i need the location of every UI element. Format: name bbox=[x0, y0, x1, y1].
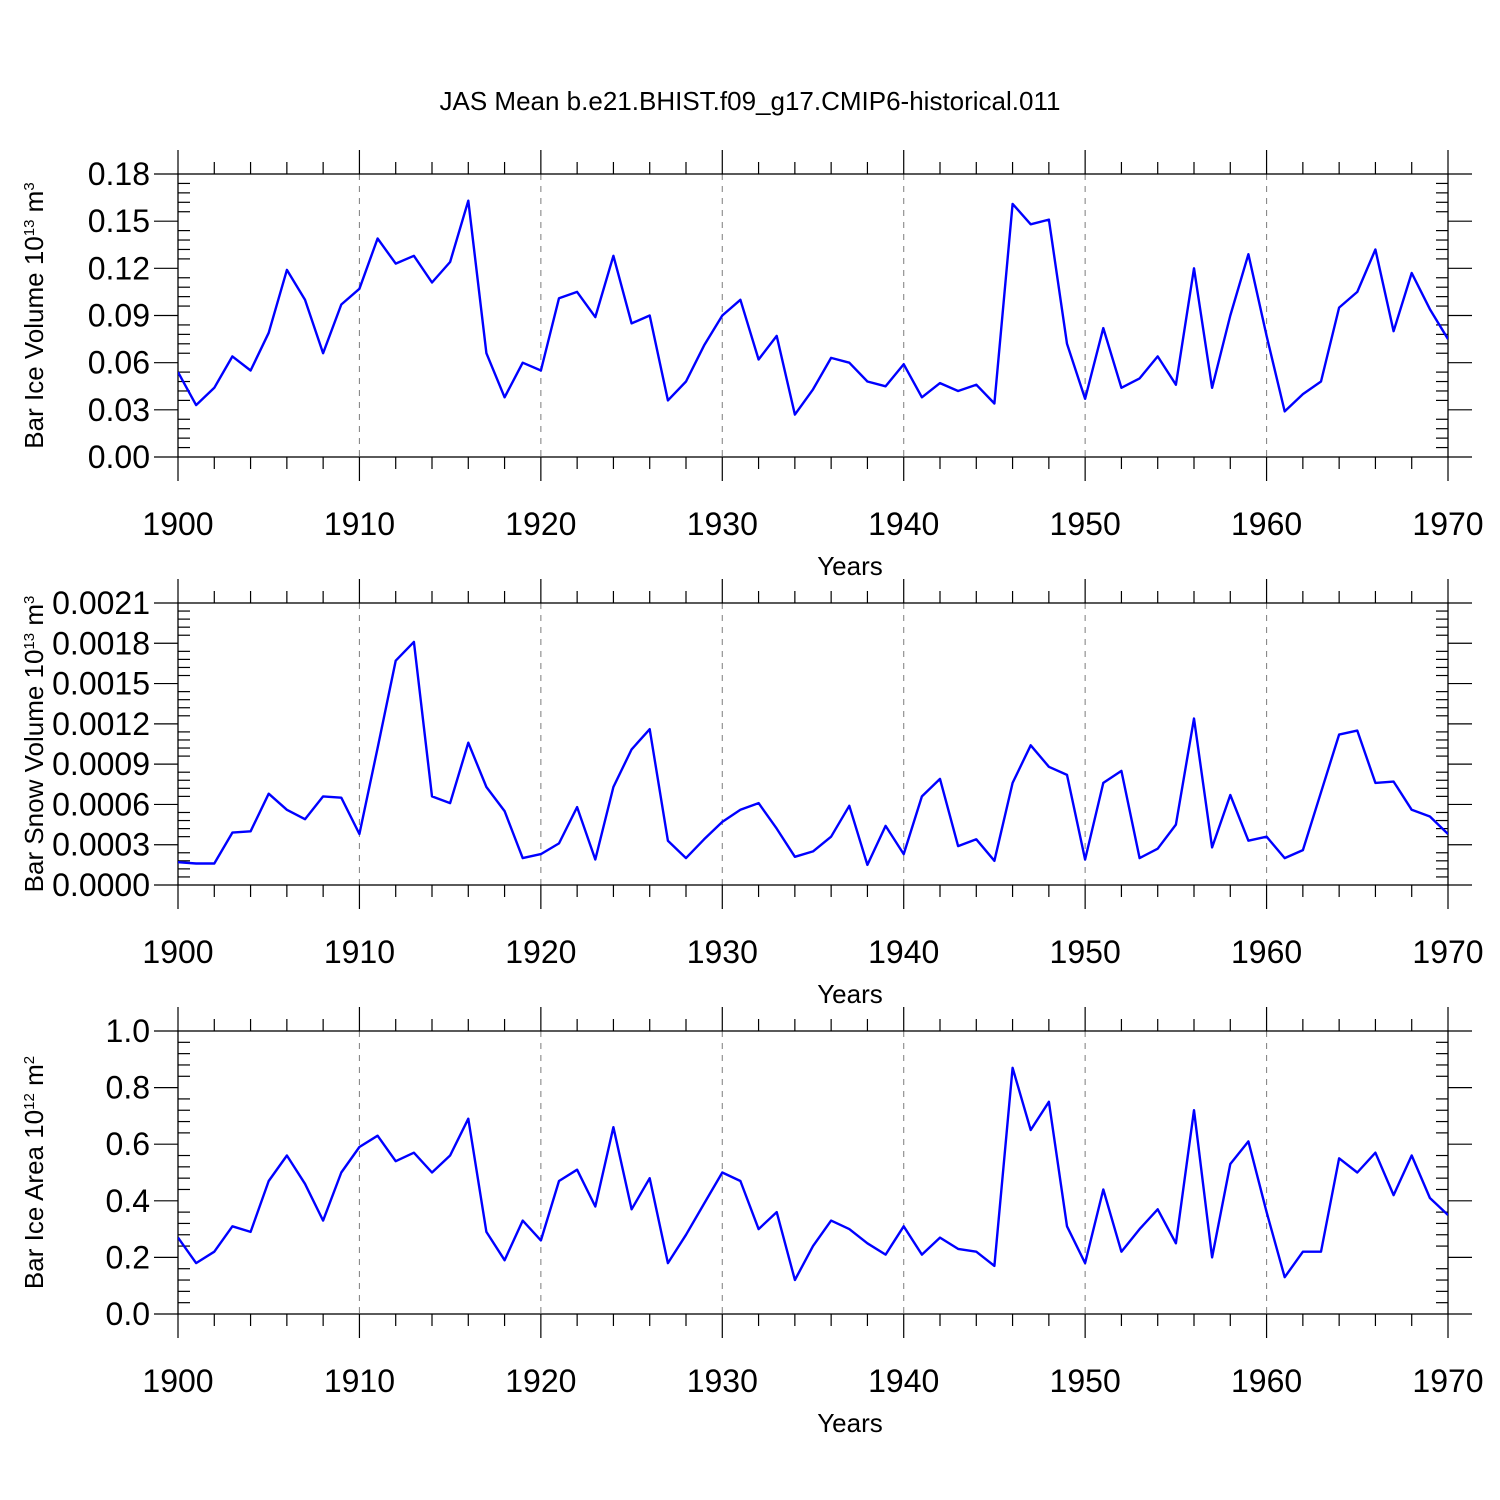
x-tick-label: 1940 bbox=[868, 506, 939, 542]
y-axis-label-superscript: 2 bbox=[21, 1056, 38, 1064]
y-axis-label: Bar Snow Volume 1013 m3 bbox=[19, 596, 49, 893]
y-tick-label: 0.4 bbox=[106, 1183, 150, 1219]
x-axis-label: Years bbox=[817, 551, 883, 581]
x-axis-label: Years bbox=[817, 979, 883, 1009]
y-tick-label: 0.0006 bbox=[52, 786, 150, 822]
x-tick-label: 1900 bbox=[142, 934, 213, 970]
x-tick-label: 1940 bbox=[868, 934, 939, 970]
y-tick-label: 0.0000 bbox=[52, 867, 150, 903]
y-axis-label-part: Bar Ice Volume 10 bbox=[19, 236, 49, 448]
y-axis-label-part: Bar Snow Volume 10 bbox=[19, 650, 49, 893]
y-axis-label-superscript: 12 bbox=[21, 1093, 38, 1110]
y-tick-label: 0.0009 bbox=[52, 746, 150, 782]
x-tick-label: 1920 bbox=[505, 934, 576, 970]
y-axis-label-part: m bbox=[19, 1064, 49, 1093]
y-tick-label: 0.2 bbox=[106, 1239, 150, 1275]
y-tick-label: 0.0 bbox=[106, 1296, 150, 1332]
plot-frame bbox=[177, 602, 1449, 886]
x-tick-label: 1900 bbox=[142, 1363, 213, 1399]
y-axis-label-superscript: 13 bbox=[21, 220, 38, 237]
x-tick-label: 1960 bbox=[1231, 506, 1302, 542]
y-axis-label-part: m bbox=[19, 191, 49, 220]
chart-panel-2: 0.0000 0.0003 0.0006 0.0009 0.0012 0.0015 0.00… bbox=[19, 579, 1484, 1009]
y-axis-label: Bar Ice Volume 1013 m3 bbox=[19, 182, 49, 448]
y-tick-label: 0.18 bbox=[88, 156, 150, 192]
y-axis-label-superscript: 13 bbox=[21, 633, 38, 650]
y-tick-label: 0.8 bbox=[106, 1070, 150, 1106]
x-axis-label: Years bbox=[817, 1408, 883, 1438]
x-tick-label: 1930 bbox=[687, 934, 758, 970]
y-axis-label-superscript: 3 bbox=[21, 182, 38, 190]
x-tick-label: 1960 bbox=[1231, 934, 1302, 970]
x-tick-label: 1910 bbox=[324, 1363, 395, 1399]
x-tick-label: 1950 bbox=[1050, 506, 1121, 542]
y-tick-label: 0.6 bbox=[106, 1126, 150, 1162]
y-tick-label: 1.0 bbox=[106, 1013, 150, 1049]
x-tick-label: 1920 bbox=[505, 1363, 576, 1399]
y-tick-label: 0.09 bbox=[88, 298, 150, 334]
plot-frame bbox=[177, 173, 1449, 458]
x-tick-label: 1930 bbox=[687, 1363, 758, 1399]
x-tick-label: 1920 bbox=[505, 506, 576, 542]
x-tick-label: 1970 bbox=[1412, 1363, 1483, 1399]
y-axis-label-superscript: 3 bbox=[21, 596, 38, 604]
plot-frame bbox=[177, 1030, 1449, 1315]
series-line-bar-snow-volume bbox=[178, 640, 1448, 867]
x-tick-label: 1910 bbox=[324, 506, 395, 542]
x-tick-label: 1940 bbox=[868, 1363, 939, 1399]
y-axis-label-part: Bar Ice Area 10 bbox=[19, 1110, 49, 1289]
y-tick-label: 0.15 bbox=[88, 203, 150, 239]
x-tick-label: 1910 bbox=[324, 934, 395, 970]
y-axis-label-part: m bbox=[19, 604, 49, 633]
y-tick-label: 0.03 bbox=[88, 392, 150, 428]
x-tick-label: 1960 bbox=[1231, 1363, 1302, 1399]
x-tick-label: 1950 bbox=[1050, 1363, 1121, 1399]
y-tick-label: 0.06 bbox=[88, 345, 150, 381]
chart-panel-1: 0.00 0.03 0.06 0.09 0.12 0.15 0.18 1900 1910 1920… bbox=[19, 150, 1484, 581]
series-line-bar-ice-area bbox=[178, 1066, 1448, 1282]
y-tick-label: 0.0003 bbox=[52, 827, 150, 863]
figure-title: JAS Mean b.e21.BHIST.f09_g17.CMIP6-histo… bbox=[440, 86, 1061, 116]
y-tick-label: 0.00 bbox=[88, 439, 150, 475]
x-tick-label: 1970 bbox=[1412, 506, 1483, 542]
x-tick-label: 1970 bbox=[1412, 934, 1483, 970]
series-line-bar-ice-volume bbox=[178, 199, 1448, 416]
y-tick-label: 0.12 bbox=[88, 250, 150, 286]
y-tick-label: 0.0021 bbox=[52, 585, 150, 621]
y-axis-label: Bar Ice Area 1012 m2 bbox=[19, 1056, 49, 1289]
x-tick-label: 1900 bbox=[142, 506, 213, 542]
x-tick-label: 1930 bbox=[687, 506, 758, 542]
y-tick-label: 0.0018 bbox=[52, 625, 150, 661]
chart-panel-3: 0.0 0.2 0.4 0.6 0.8 1.0 1900 1910 1920 1930 1940 19… bbox=[19, 1007, 1484, 1438]
y-tick-label: 0.0015 bbox=[52, 666, 150, 702]
y-tick-label: 0.0012 bbox=[52, 706, 150, 742]
x-tick-label: 1950 bbox=[1050, 934, 1121, 970]
